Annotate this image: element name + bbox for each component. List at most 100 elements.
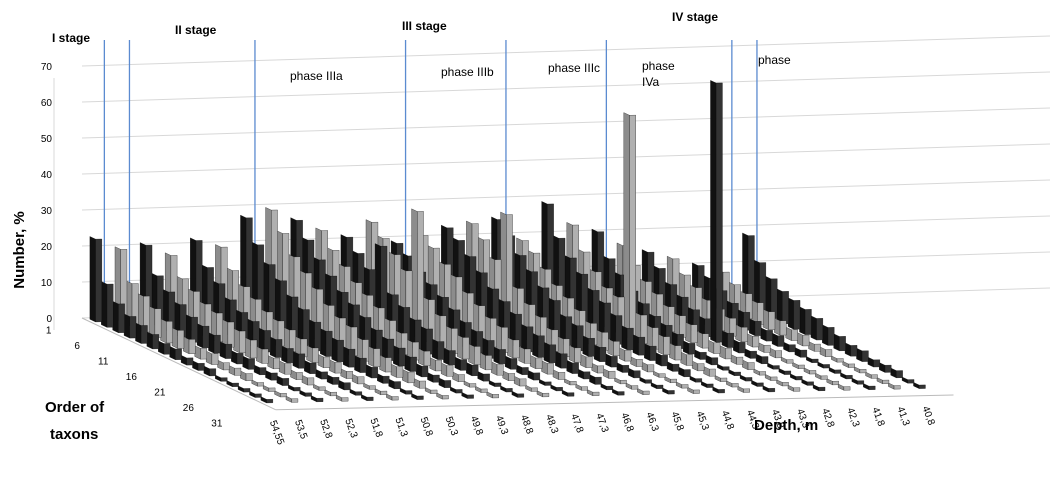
bar-side (95, 238, 102, 323)
bar (411, 393, 418, 400)
bar-side (385, 357, 392, 373)
bar (158, 340, 165, 355)
bar-side (882, 379, 890, 384)
bar-side (421, 365, 429, 378)
bar (676, 381, 683, 389)
bar (696, 330, 703, 349)
bar (817, 361, 824, 369)
bar-side (526, 326, 534, 353)
bar-side (419, 380, 426, 389)
bar-side (843, 386, 851, 391)
bar-side (736, 356, 744, 365)
bar-side (647, 364, 655, 373)
bar-side (825, 349, 833, 357)
gridline (81, 215, 1051, 247)
bar-side (227, 321, 235, 348)
bar-side (234, 367, 242, 376)
bar (680, 351, 687, 366)
bar (160, 318, 167, 344)
bar-side (834, 369, 842, 374)
bar-side (259, 367, 267, 375)
bar (577, 368, 584, 380)
bar (806, 356, 813, 363)
bar-side (474, 346, 481, 365)
bar (377, 373, 384, 384)
bar-side (300, 338, 308, 358)
bar (292, 351, 299, 369)
bar-side (394, 381, 401, 389)
bar-side (690, 324, 698, 343)
gridline (81, 143, 1051, 175)
bar-side (357, 376, 365, 385)
bar (762, 308, 769, 331)
bar (368, 345, 375, 367)
bar (808, 341, 815, 352)
bar (436, 392, 443, 400)
bar (749, 318, 756, 336)
bar (639, 376, 646, 384)
bar (336, 394, 343, 402)
bar-side (483, 373, 490, 382)
bar (260, 396, 267, 404)
bar-side (893, 385, 901, 390)
bar-side (191, 316, 198, 343)
bar (856, 347, 863, 362)
bar (123, 313, 130, 339)
bar-side (583, 371, 591, 380)
bar (751, 380, 758, 387)
bar-side (859, 369, 867, 374)
bar (644, 343, 651, 361)
bar (637, 388, 644, 395)
y-axis-title: Number, % (11, 211, 28, 289)
bar-side (175, 348, 182, 360)
x-tick-label: 6 (74, 341, 80, 352)
bar (822, 324, 829, 346)
bar (812, 384, 819, 392)
bar (415, 363, 422, 378)
bar-side (757, 382, 764, 387)
bar (237, 385, 244, 393)
bar (589, 374, 596, 385)
bar-side (766, 330, 773, 342)
bar-side (163, 343, 171, 355)
bar-side (585, 356, 593, 368)
bar-side (757, 302, 764, 325)
bar-side (494, 382, 502, 387)
bar (728, 369, 735, 376)
bar (276, 375, 283, 386)
bar-side (398, 347, 406, 367)
bar-side (818, 386, 826, 391)
bar-side (316, 397, 324, 402)
bar-side (686, 354, 693, 366)
stage-label: II stage (175, 23, 217, 37)
bar (612, 388, 619, 396)
bar (819, 346, 826, 358)
bar (263, 385, 270, 392)
bar (532, 332, 539, 358)
bar (208, 332, 215, 354)
bar-side (702, 333, 709, 349)
bar-side (638, 336, 645, 356)
bar (781, 356, 788, 364)
y-tick-label: 70 (41, 62, 53, 73)
bar (511, 390, 518, 398)
gridline (81, 71, 1051, 103)
bar-side (789, 344, 796, 353)
bar-side (202, 325, 210, 348)
bar-side (839, 336, 846, 351)
bar-side (814, 343, 821, 352)
bar (810, 315, 817, 341)
stage-label: IV stage (672, 10, 718, 24)
bar (354, 355, 361, 373)
depth-tick-label: 41,8 (869, 406, 886, 428)
bar (301, 374, 308, 386)
bar (281, 345, 288, 364)
bar-side (658, 373, 666, 378)
bar-side (793, 387, 801, 392)
bar-side (599, 347, 607, 362)
bar (603, 368, 610, 379)
bar-side (805, 309, 812, 335)
bar-side (670, 378, 677, 383)
bar (215, 374, 222, 382)
